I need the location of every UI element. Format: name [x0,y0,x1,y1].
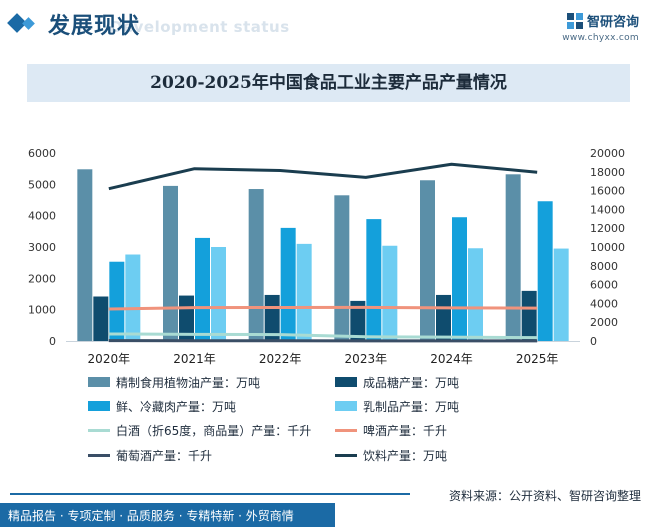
y-left-tick-label: 6000 [28,147,56,160]
bar-dairy [211,247,226,341]
x-tick-label: 2022年 [259,352,302,366]
bar-dairy [125,254,141,341]
bar-sugar [93,296,109,341]
bar-oil [420,180,435,341]
bar-dairy [382,245,398,341]
line-beer [108,305,538,311]
footer-tags: 精品报告 · 专项定制 · 品质服务 · 专精特新 · 外贸商情 [8,509,294,523]
footer-source: 资料来源：公开资料、智研咨询整理 [448,489,641,503]
brand-logo: 智研咨询 www.chyxx.com [562,10,639,43]
bar-sugar [436,294,451,341]
y-right-tick-label: 8000 [590,260,618,273]
bar-oil [163,185,178,341]
y-right-tick-label: 16000 [590,185,625,198]
bar-dairy [296,243,312,341]
bar-meat [109,261,125,341]
y-right-tick-label: 2000 [590,316,618,329]
chart-title: 2020-2025年中国食品工业主要产品产量情况 [150,73,507,93]
bar-dairy [553,248,569,341]
line-baijiu [108,332,538,340]
y-right-tick-label: 18000 [590,166,625,179]
chart-title-bar [27,64,630,102]
x-tick-label: 2023年 [345,352,388,366]
page-subtitle-en: Development status [110,18,290,36]
bar-oil [77,169,93,341]
y-left-tick-label: 1000 [28,304,56,317]
bar-meat [452,217,467,341]
footer-divider [10,493,410,495]
bar-sugar [350,300,366,341]
bar-sugar [521,290,537,341]
y-right-tick-label: 10000 [590,241,625,254]
y-right-tick-label: 0 [590,335,597,348]
y-left-tick-label: 3000 [28,241,56,254]
y-right-tick-label: 20000 [590,147,625,160]
y-right-tick-label: 12000 [590,222,625,235]
logo-name: 智研咨询 [586,15,639,30]
bar-oil [505,174,521,341]
bar-meat [366,219,382,341]
x-tick-label: 2024年 [430,352,473,366]
x-tick-label: 2021年 [173,352,216,366]
x-tick-label: 2025年 [516,352,559,366]
page-title: 发展现状 [48,14,141,39]
y-left-tick-label: 4000 [28,210,56,223]
bar-meat [280,227,296,341]
bar-meat [195,237,210,341]
page-header: Development status 发展现状 智研咨询 www.chyxx.c… [0,0,657,52]
y-right-tick-label: 4000 [590,297,618,310]
x-tick-label: 2020年 [88,352,131,366]
footer-band [0,503,335,527]
bar-meat [537,201,553,341]
y-left-tick-label: 0 [49,335,56,348]
logo-icon [566,12,583,29]
y-right-tick-label: 6000 [590,279,618,292]
y-left-tick-label: 2000 [28,272,56,285]
bar-oil [334,195,350,341]
logo-url: www.chyxx.com [562,33,639,43]
y-left-tick-label: 5000 [28,178,56,191]
bar-dairy [468,248,483,341]
y-right-tick-label: 14000 [590,203,625,216]
bar-oil [248,189,264,341]
line-beverage [108,162,538,191]
